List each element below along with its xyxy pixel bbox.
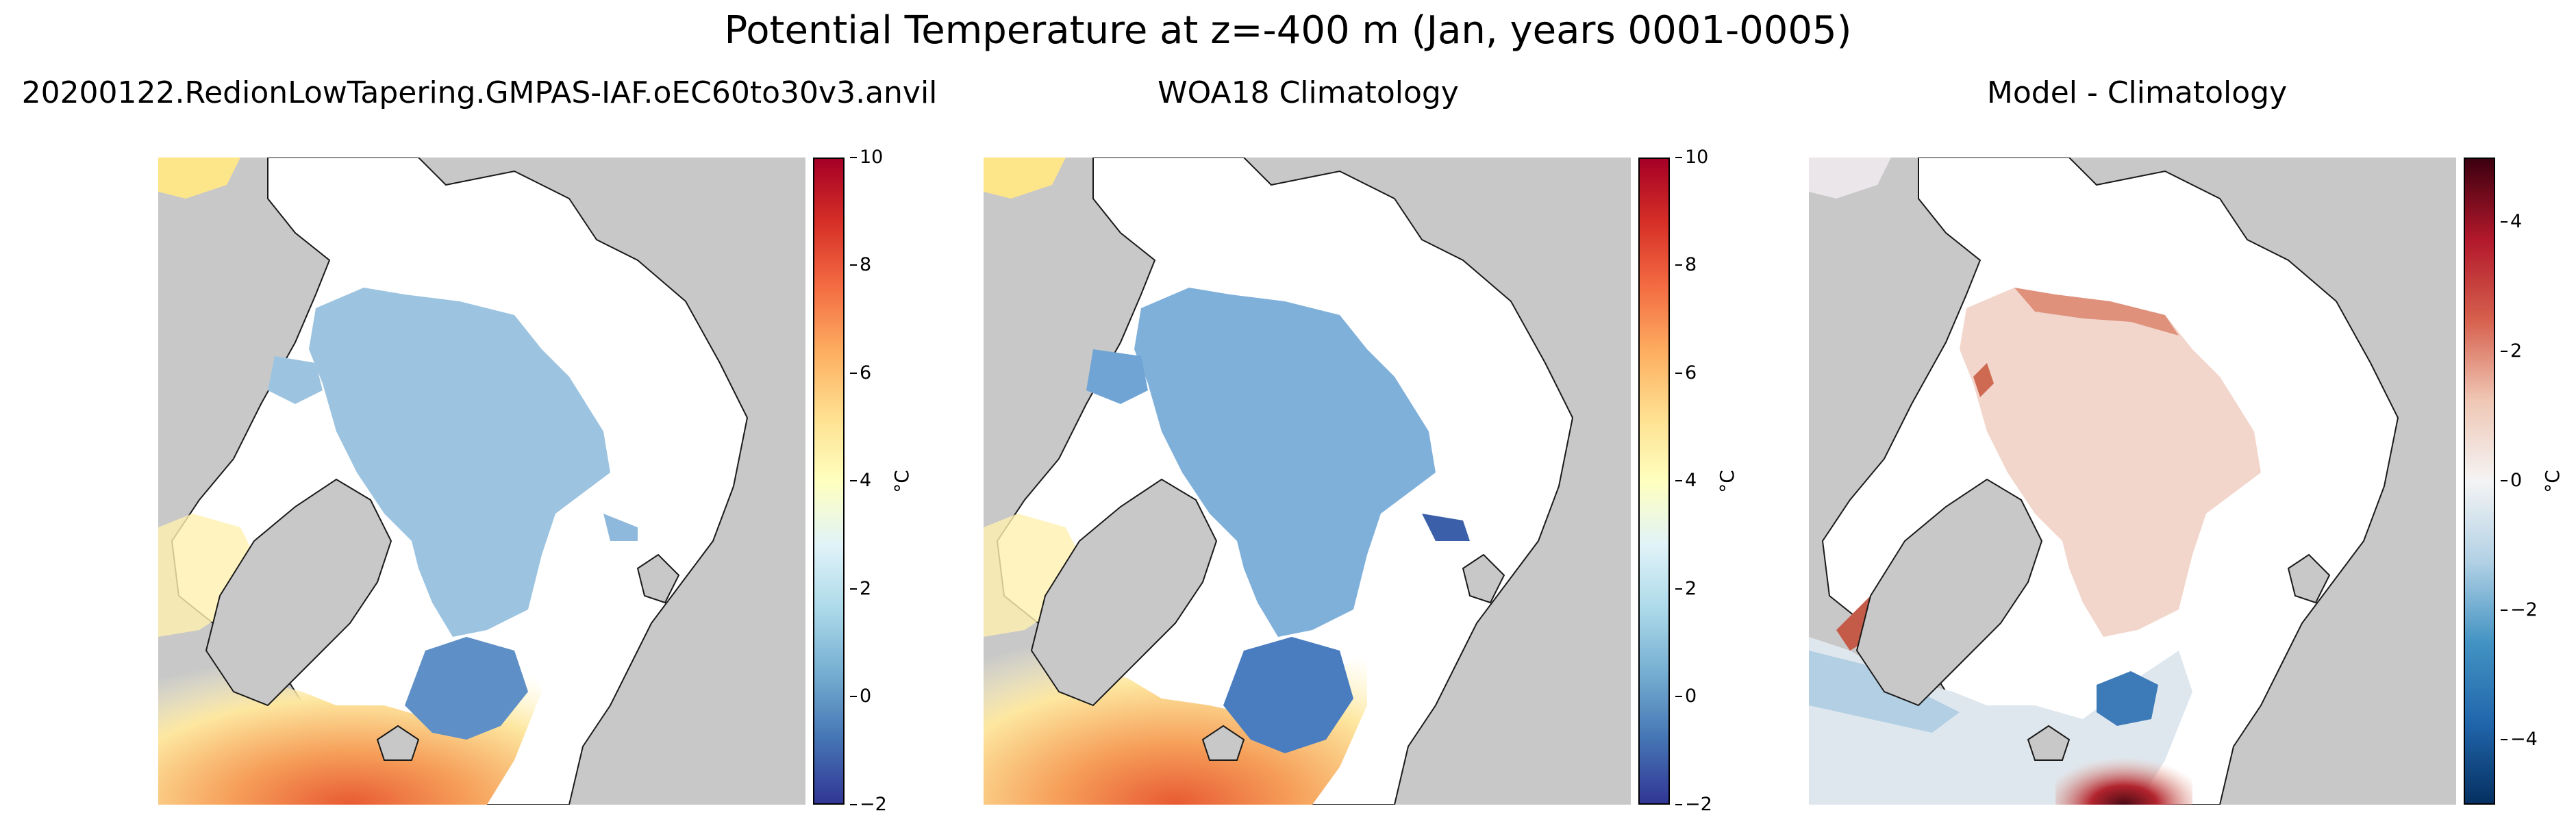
- arctic-basin: [1960, 288, 2261, 637]
- panel-title-woa18: WOA18 Climatology: [1158, 75, 1459, 110]
- arctic-warm-rim: [2014, 288, 2179, 336]
- tick-label: 4: [849, 470, 872, 491]
- colorbar-unit: °C: [2540, 470, 2564, 493]
- tick-label: 8: [1675, 254, 1697, 275]
- tick-label: 4: [2500, 211, 2523, 232]
- svalbard-land: [376, 725, 420, 761]
- russia-islands: [2287, 553, 2331, 604]
- greenland-land: [1855, 478, 2043, 707]
- atlantic-warm-water: [158, 637, 542, 805]
- tick-label: 2: [1675, 578, 1697, 599]
- fram-strait-cold-anomaly: [2097, 671, 2158, 726]
- spitsbergen-hot-anomaly: [2055, 726, 2192, 805]
- colorbar-model: [813, 158, 845, 805]
- barents-water: [1422, 514, 1470, 541]
- tick-label: 10: [1675, 147, 1709, 168]
- map-woa18: [984, 158, 1631, 805]
- arctic-basin: [1134, 288, 1436, 637]
- tick-label: 0: [2500, 470, 2523, 491]
- corner-water: [1809, 158, 1891, 199]
- tick-label: 2: [2500, 340, 2523, 362]
- colorbar-difference: [2464, 158, 2495, 805]
- yellow-corner-water: [984, 158, 1066, 199]
- fram-strait-cold: [1223, 637, 1353, 753]
- tick-label: 6: [849, 362, 872, 383]
- map-difference: [1809, 158, 2456, 805]
- tick-label: 4: [1675, 470, 1697, 491]
- tick-label: 0: [1675, 686, 1697, 707]
- map-model: [158, 158, 805, 805]
- russia-islands: [1462, 553, 1505, 604]
- nw-passage-water: [1086, 349, 1148, 404]
- svalbard-land: [2027, 725, 2071, 761]
- panel-title-model: 20200122.RedionLowTapering.GMPAS-IAF.oEC…: [21, 75, 938, 110]
- greenland-land: [1030, 478, 1218, 707]
- colorbar-unit: °C: [890, 470, 913, 493]
- tick-label: 2: [849, 578, 872, 599]
- greenland-land: [205, 478, 392, 707]
- atlantic-warm-water: [984, 609, 1367, 805]
- colorbar-woa18: [1638, 158, 1670, 805]
- tick-label: −2: [1675, 794, 1712, 815]
- colorbar-unit: °C: [1715, 470, 1738, 493]
- svalbard-land: [1201, 725, 1245, 761]
- yellow-corner-water: [158, 158, 240, 199]
- nw-passage-water: [268, 356, 323, 404]
- arctic-basin: [309, 288, 610, 637]
- figure-title: Potential Temperature at z=-400 m (Jan, …: [724, 8, 1852, 53]
- barents-water: [603, 514, 638, 541]
- nw-passage-warm-anomaly: [1973, 363, 1994, 397]
- tick-label: −4: [2501, 729, 2538, 750]
- tick-label: 0: [849, 686, 872, 707]
- tick-label: 6: [1675, 362, 1697, 383]
- panel-title-difference: Model - Climatology: [1986, 75, 2288, 110]
- tick-label: −2: [850, 794, 887, 815]
- tick-label: −2: [2501, 599, 2538, 620]
- tick-label: 8: [849, 254, 872, 275]
- russia-islands: [636, 553, 680, 604]
- tick-label: 10: [849, 147, 884, 168]
- fram-strait-cold: [405, 637, 528, 740]
